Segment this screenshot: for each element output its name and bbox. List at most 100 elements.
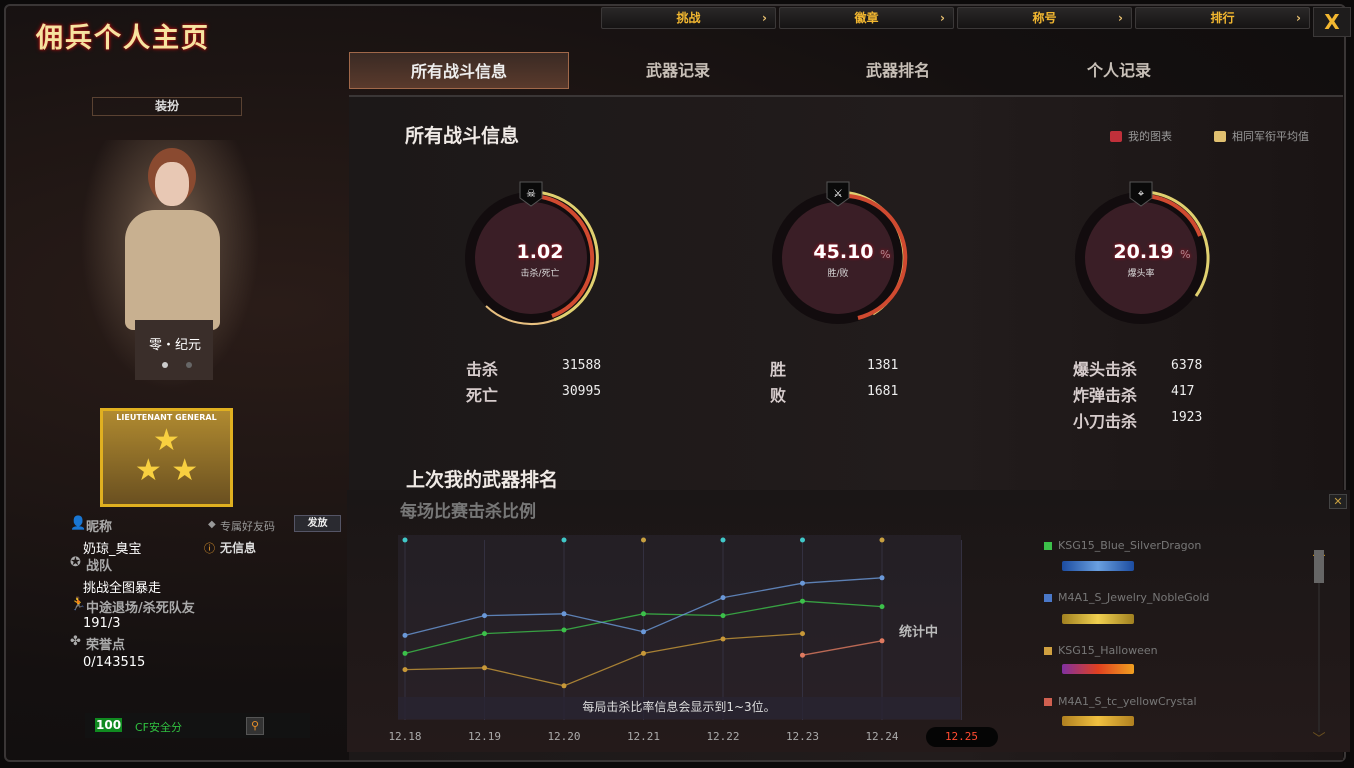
security-score-label: CF安全分 — [135, 721, 183, 734]
honor-value: 0/143515 — [83, 655, 146, 670]
data-point — [879, 575, 885, 581]
losses-label: 败 — [770, 386, 787, 405]
weapon-swatch — [1044, 647, 1052, 655]
win-rate-value: 45.10 % — [777, 241, 927, 263]
kd-value: 1.02 — [465, 241, 615, 263]
data-point — [482, 665, 487, 671]
rank-marker — [720, 537, 726, 543]
data-point — [561, 627, 567, 633]
weapon-image-ksg15-blue — [1062, 561, 1134, 571]
ranking-label: 排行 — [1210, 11, 1235, 25]
data-point — [402, 650, 408, 656]
dress-up-button[interactable]: 装扮 — [92, 97, 242, 116]
help-icon[interactable]: ⓘ — [204, 542, 215, 555]
badge-label: 徽章 — [854, 11, 879, 25]
section-title-overview: 所有战斗信息 — [405, 125, 520, 147]
bomb-kills-label: 炸弹击杀 — [1073, 386, 1138, 405]
deaths-label: 死亡 — [466, 386, 499, 405]
stars-icon: ★ ★ ★ — [134, 423, 199, 488]
section-title-weapon-rank: 上次我的武器排名 — [406, 469, 559, 491]
nickname-value: 奶琼_臭宝 — [83, 542, 142, 557]
chevron-right-icon: › — [940, 11, 945, 25]
x-tick-label: 12.20 — [547, 730, 581, 743]
data-point — [561, 683, 567, 689]
tab-all-battle-info[interactable]: 所有战斗信息 — [349, 52, 569, 89]
clan-label: 战队 — [86, 559, 113, 574]
svg-text:☠: ☠ — [526, 187, 536, 200]
quit-teamkill-value: 191/3 — [83, 616, 121, 631]
headshot-rate-value: 20.19 % — [1077, 241, 1227, 263]
gauge-win-rate: ⚔ — [772, 181, 908, 324]
friend-code-value: 无信息 — [220, 541, 257, 555]
svg-text:⚔: ⚔ — [833, 187, 843, 200]
skull-icon — [519, 181, 543, 207]
security-score-value: 100 — [95, 718, 123, 732]
character-avatar — [80, 140, 260, 390]
friend-code-label: 专属好友码 — [220, 520, 275, 533]
data-point — [482, 631, 487, 637]
issue-friend-code-button[interactable]: 发放 — [294, 515, 341, 532]
scrollbar-thumb[interactable] — [1314, 550, 1324, 583]
data-point — [641, 650, 646, 656]
ranking-button[interactable]: 排行 › — [1135, 7, 1310, 29]
x-tick-label[interactable]: 12.25 — [925, 727, 998, 747]
tab-personal-record[interactable]: 个人记录 — [1086, 61, 1151, 80]
challenge-button[interactable]: 挑战 › — [601, 7, 776, 29]
chevron-right-icon: › — [762, 11, 767, 25]
data-point — [879, 604, 885, 610]
x-tick-label: 12.21 — [626, 730, 661, 743]
carousel-dot[interactable] — [186, 362, 192, 368]
data-point — [720, 595, 726, 601]
data-point — [800, 652, 805, 658]
popup-close-button[interactable]: ✕ — [1329, 494, 1347, 509]
rank-badge: LIEUTENANT GENERAL ★ ★ ★ — [100, 408, 233, 507]
series-line — [404, 632, 803, 687]
weapon-name: KSG15_Halloween — [1058, 644, 1158, 657]
legend-my-chart: 我的图表 — [1110, 128, 1172, 144]
data-point — [800, 580, 805, 586]
data-point — [561, 611, 567, 617]
rank-badge-text: LIEUTENANT GENERAL — [116, 413, 217, 422]
weapon-name: M4A1_S_tc_yellowCrystal — [1058, 695, 1197, 708]
quit-teamkill-label: 中途退场/杀死队友 — [86, 601, 195, 616]
legend-swatch-yellow — [1214, 130, 1226, 142]
clan-icon: ✪ — [70, 555, 81, 570]
losses-value: 1681 — [867, 384, 899, 399]
nickname-label: 昵称 — [86, 520, 113, 535]
data-point — [800, 631, 805, 637]
weapon-image-m4a1-gold — [1062, 614, 1134, 624]
security-score-bar — [85, 713, 310, 738]
carousel-dot-active[interactable] — [162, 362, 168, 368]
chart-note: 每局击杀比率信息会显示到1~3位。 — [398, 697, 960, 719]
rank-marker — [641, 537, 646, 543]
svg-text:⌖: ⌖ — [1138, 187, 1144, 200]
legend-label: 我的图表 — [1128, 130, 1172, 143]
honor-label: 荣誉点 — [86, 638, 126, 653]
win-rate-label: 胜/败 — [827, 269, 849, 279]
weapon-image-m4a1-crystal — [1062, 716, 1134, 726]
tab-weapon-record[interactable]: 武器记录 — [645, 61, 710, 80]
series-line — [802, 640, 883, 656]
gauge-kd: ☠ — [465, 181, 599, 325]
bomb-kills-value: 417 — [1171, 384, 1195, 399]
crossed-swords-icon — [826, 181, 850, 207]
rank-marker — [402, 537, 408, 543]
data-point — [402, 632, 408, 638]
search-icon[interactable]: ⚲ — [246, 717, 264, 735]
data-point — [641, 629, 646, 635]
title-button[interactable]: 称号 › — [957, 7, 1132, 29]
close-button[interactable]: X — [1313, 7, 1351, 37]
chart-title: 每场比赛击杀比例 — [400, 502, 536, 522]
badge-button[interactable]: 徽章 › — [779, 7, 954, 29]
scroll-down-icon[interactable]: ﹀ — [1312, 732, 1326, 747]
kd-number: 1.02 — [516, 241, 564, 263]
x-tick-label: 12.18 — [388, 730, 422, 743]
percent-sign: % — [1180, 248, 1191, 261]
gauge-headshot-rate: ⌖ — [1075, 181, 1210, 324]
tab-weapon-ranking[interactable]: 武器排名 — [865, 61, 930, 80]
weapon-name: KSG15_Blue_SilverDragon — [1058, 539, 1202, 552]
challenge-label: 挑战 — [676, 11, 701, 25]
x-tick-label: 12.22 — [706, 730, 740, 743]
weapon-swatch — [1044, 698, 1052, 706]
scrollbar-track[interactable] — [1318, 556, 1320, 732]
